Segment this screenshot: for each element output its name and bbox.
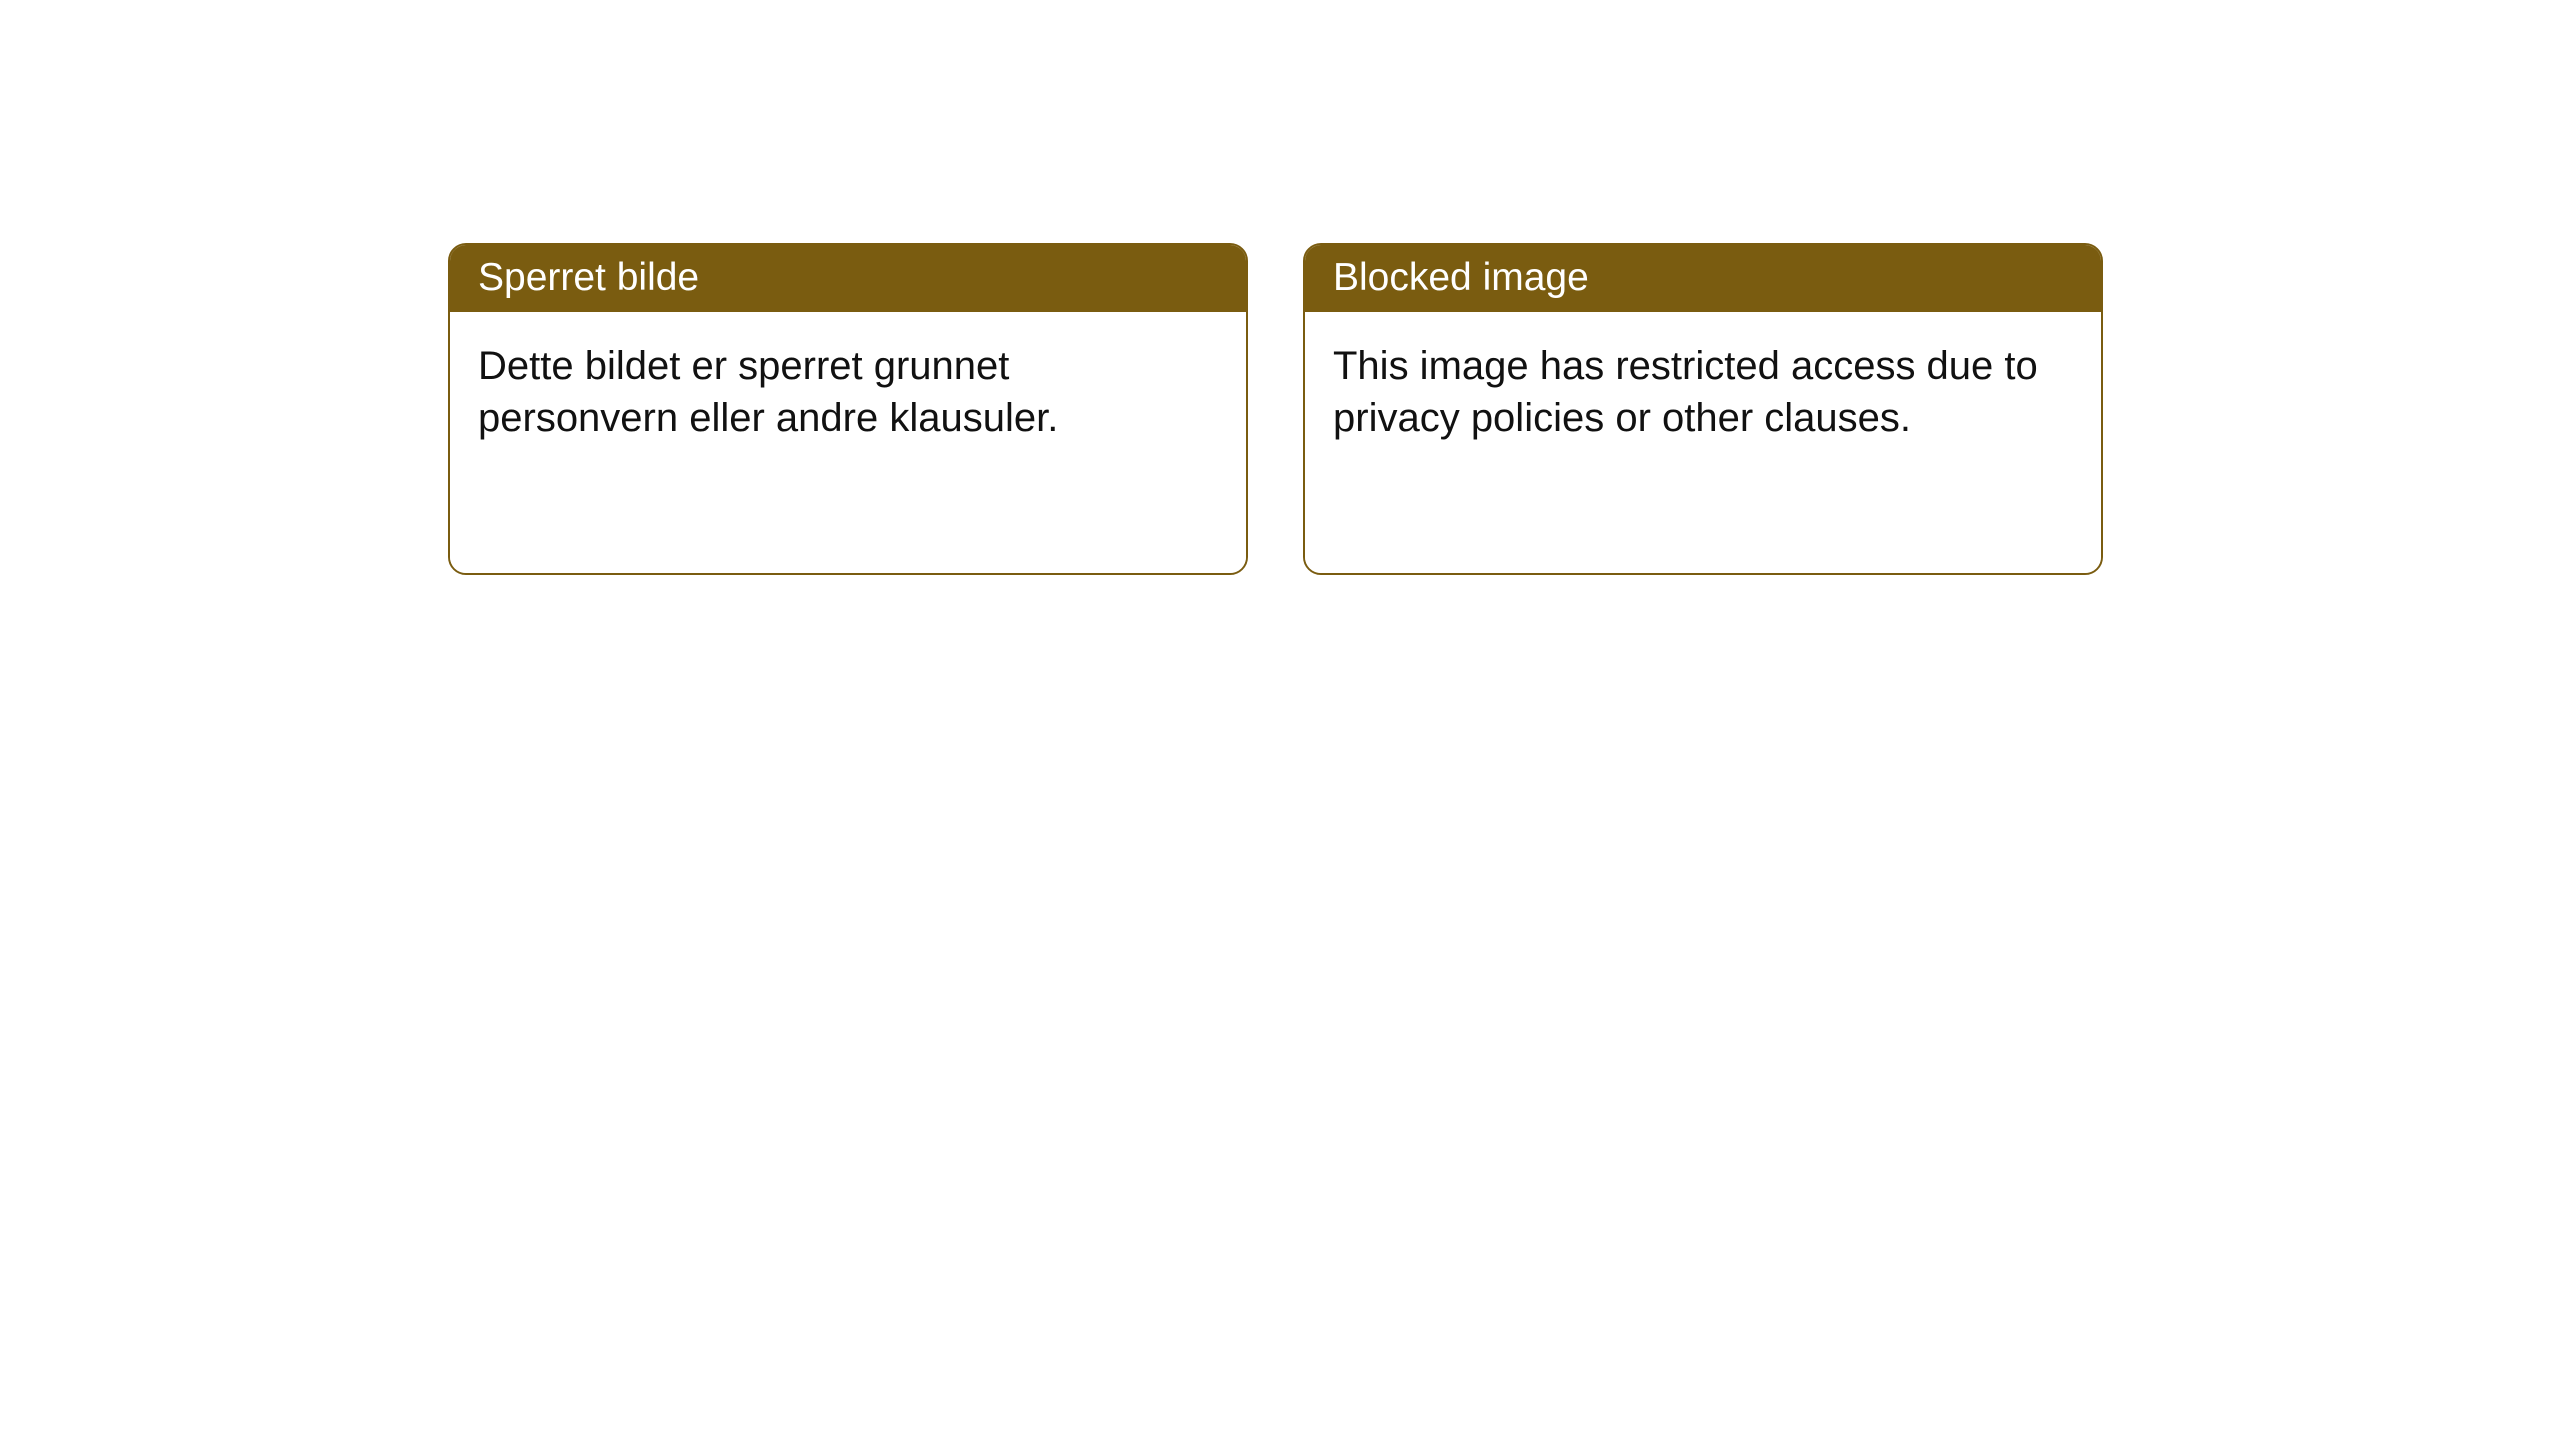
notice-card-header: Blocked image — [1305, 245, 2101, 312]
notice-card-norwegian: Sperret bilde Dette bildet er sperret gr… — [448, 243, 1248, 575]
notice-container: Sperret bilde Dette bildet er sperret gr… — [0, 0, 2560, 575]
notice-card-body: This image has restricted access due to … — [1305, 312, 2101, 573]
notice-card-header: Sperret bilde — [450, 245, 1246, 312]
notice-card-body: Dette bildet er sperret grunnet personve… — [450, 312, 1246, 573]
notice-card-english: Blocked image This image has restricted … — [1303, 243, 2103, 575]
